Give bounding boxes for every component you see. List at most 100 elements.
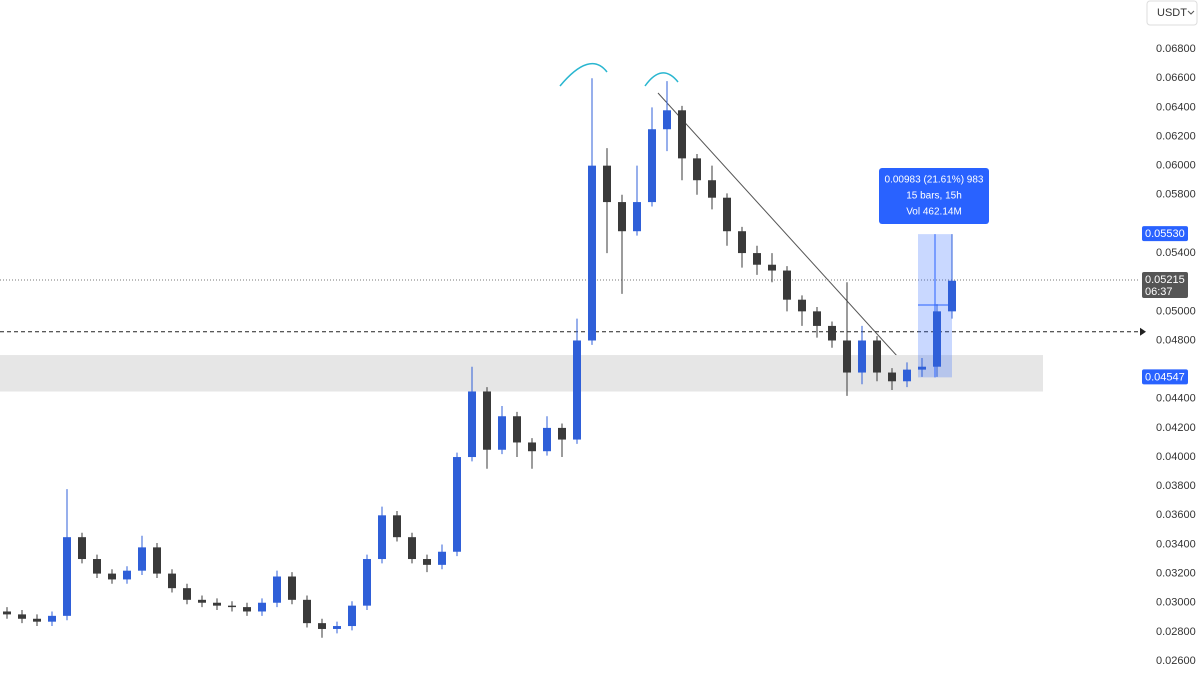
y-tick-label: 0.06600 [1156,72,1196,84]
y-tick-label: 0.03200 [1156,568,1196,580]
candle-body [948,280,956,312]
y-tick-label: 0.03000 [1156,597,1196,609]
candle-body [78,537,86,560]
measure-text: Vol 462.14M [906,207,962,218]
candle-body [108,573,116,580]
y-tick-label: 0.03800 [1156,480,1196,492]
candle-body [708,180,716,198]
candle-body [198,599,206,603]
y-tick-label: 0.06000 [1156,160,1196,172]
y-tick-label: 0.02600 [1156,655,1196,667]
candle-body [123,570,131,580]
candle-body [138,547,146,571]
candle-body [648,129,656,203]
candle-body [438,551,446,565]
y-tick-label: 0.05800 [1156,189,1196,201]
candle-body [588,165,596,341]
candle-body [423,559,431,565]
candle-body [843,340,851,373]
candle-body [303,599,311,624]
y-tick-label: 0.04400 [1156,393,1196,405]
candle-body [738,231,746,254]
candle-body [693,158,701,181]
candle-body [903,369,911,382]
y-tick-label: 0.03400 [1156,538,1196,550]
candle-body [228,605,236,608]
y-tick-label: 0.02800 [1156,626,1196,638]
candle-body [408,537,416,560]
price-marker [1142,272,1188,299]
currency-button[interactable] [1146,0,1198,26]
candle-body [48,615,56,622]
y-tick-label: 0.06200 [1156,130,1196,142]
candle-body [453,457,461,552]
arc-drawing [644,72,679,87]
candle-body [933,311,941,367]
candle-body [333,626,341,629]
price-marker-label: 0.05215 [1145,274,1185,286]
y-tick-label: 0.04800 [1156,334,1196,346]
candle-body [858,340,866,373]
candle-body [348,605,356,627]
measure-tooltip [879,168,989,224]
candle-body [633,202,641,232]
candle-body [168,573,176,589]
candle-body [393,515,401,538]
candle-body [93,559,101,574]
candle-body [663,110,671,130]
candle-body [543,427,551,452]
support-zone [0,355,1043,392]
candle-body [183,588,191,600]
price-marker [1142,369,1188,385]
candle-body [783,270,791,300]
dropdown-icon [1187,10,1195,15]
y-tick-label: 0.03600 [1156,509,1196,521]
measure-text: 15 bars, 15h [906,191,962,202]
y-tick-label: 0.04200 [1156,422,1196,434]
candle-body [213,602,221,606]
price-marker-label: 0.05530 [1145,228,1185,240]
candle-body [363,559,371,606]
candle-body [258,602,266,612]
candle-body [18,614,26,619]
candle-body [318,623,326,629]
candle-body [678,110,686,159]
candle-body [828,325,836,341]
candle-body [63,537,71,616]
candle-body [528,442,536,452]
candle-body [483,391,491,450]
trendline [657,92,929,391]
candle-body [288,576,296,600]
price-marker-label: 0.04547 [1145,371,1185,383]
measure-text: 0.00983 (21.61%) 983 [885,175,984,186]
candle-body [723,197,731,232]
candle-body [918,366,926,370]
candle-body [768,264,776,271]
y-tick-label: 0.05000 [1156,305,1196,317]
candle-body [243,607,251,612]
candle-body [378,515,386,560]
candle-body [888,372,896,382]
candle-body [3,611,11,615]
candle-body [468,391,476,458]
price-marker [1142,226,1188,242]
y-tick-label: 0.05400 [1156,247,1196,259]
candle-body [513,416,521,443]
candle-body [753,253,761,265]
candle-body [618,202,626,232]
y-tick-label: 0.04000 [1156,451,1196,463]
arc-drawing [559,63,608,87]
price-marker-time: 06:37 [1145,286,1173,298]
currency-label: USDT [1157,7,1187,19]
candle-body [33,618,41,622]
y-tick-label: 0.06800 [1156,43,1196,55]
candle-body [273,576,281,603]
candle-body [558,427,566,440]
candle-body [498,416,506,450]
candle-body [573,340,581,440]
candle-body [873,340,881,373]
candle-body [603,165,611,203]
level-arrow [1140,327,1146,336]
candle-body [153,547,161,574]
